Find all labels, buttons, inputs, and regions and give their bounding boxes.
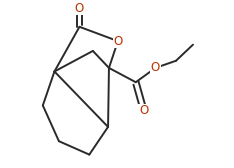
Text: O: O [139,104,148,117]
Text: O: O [75,2,84,15]
Text: O: O [113,35,123,48]
Text: O: O [151,61,160,74]
